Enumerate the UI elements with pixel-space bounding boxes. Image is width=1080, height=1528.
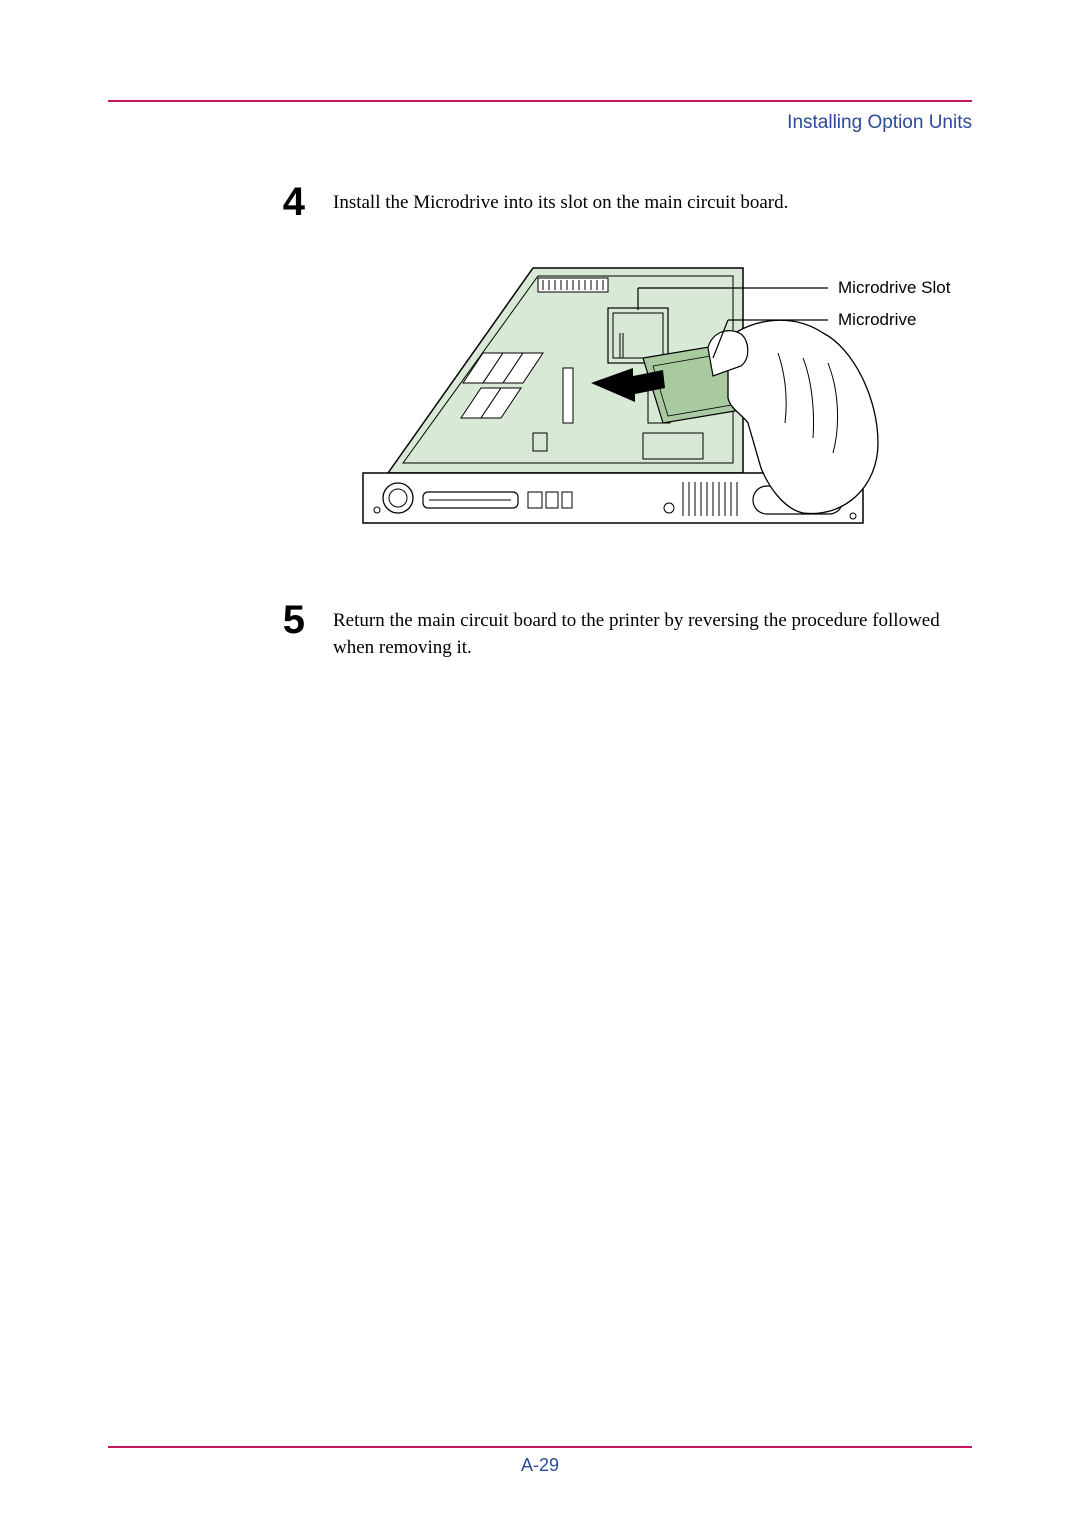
microdrive-diagram: Microdrive Slot Microdrive (333, 248, 973, 578)
page-header-title: Installing Option Units (787, 112, 972, 134)
callout-label-microdrive: Microdrive (838, 310, 916, 329)
step-text: Return the main circuit board to the pri… (333, 608, 972, 661)
step-4: 4 Install the Microdrive into its slot o… (108, 190, 972, 230)
callout-label-slot: Microdrive Slot (838, 278, 951, 297)
step-text: Install the Microdrive into its slot on … (333, 190, 972, 217)
top-rule (108, 100, 972, 102)
step-5: 5 Return the main circuit board to the p… (108, 608, 972, 661)
bottom-rule (108, 1446, 972, 1448)
step-number: 5 (283, 598, 305, 642)
page-number: A-29 (0, 1455, 1080, 1476)
page: Installing Option Units 4 Install the Mi… (0, 0, 1080, 1528)
content-area: 4 Install the Microdrive into its slot o… (108, 190, 972, 679)
step-number-column: 5 (108, 608, 333, 648)
step-number-column: 4 (108, 190, 333, 230)
step-number: 4 (283, 180, 305, 224)
